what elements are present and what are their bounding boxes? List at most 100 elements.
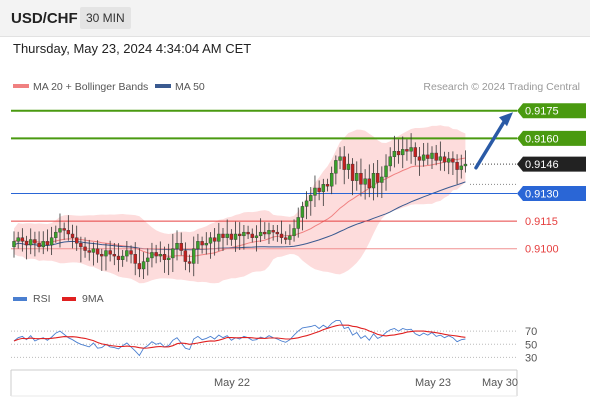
candle-body — [116, 255, 121, 260]
candle-body — [54, 231, 58, 238]
level-tag-0.9115: 0.9115 — [525, 216, 558, 228]
candle-body — [296, 217, 300, 229]
ma9-legend-swatch — [62, 297, 76, 301]
ma20-legend-label: MA 20 + Bollinger Bands — [33, 81, 148, 93]
level-tag-bg-0.9175 — [517, 103, 586, 119]
header-bar: USD/CHF 30 MIN — [0, 0, 590, 37]
level-tag-0.9130: 0.9130 — [525, 189, 559, 201]
candle-body — [91, 248, 96, 253]
candle-body — [70, 233, 75, 238]
candle-body — [396, 150, 401, 156]
candle-body — [434, 152, 438, 161]
candle-body — [62, 228, 66, 231]
candle-body — [317, 187, 321, 192]
candle-body — [229, 233, 234, 240]
ma50-legend-label: MA 50 — [175, 81, 205, 93]
candle-body — [95, 248, 100, 255]
forecast-arrow-head — [499, 112, 513, 127]
candle-body — [204, 242, 208, 246]
candle-body — [179, 242, 183, 251]
forecast-arrow — [474, 112, 513, 170]
candle-body — [409, 147, 413, 152]
candle-body — [79, 242, 83, 248]
candle-body — [254, 235, 259, 238]
candle-body — [183, 250, 188, 262]
candle-body — [451, 158, 455, 163]
candle-body — [171, 248, 175, 259]
candle-body — [233, 233, 238, 240]
candle-body — [104, 250, 108, 257]
candle-body — [200, 241, 204, 246]
candle-body — [321, 184, 326, 192]
candle-body — [375, 173, 380, 183]
candle-body — [221, 233, 225, 238]
candle-body — [430, 152, 434, 159]
ma20-legend-swatch — [13, 84, 29, 88]
level-tag-bg-0.9160 — [517, 130, 586, 146]
candle-body — [363, 178, 367, 185]
chart-datetime: Thursday, May 23, 2024 4:34:04 AM CET — [13, 41, 252, 56]
candle-body — [12, 241, 16, 248]
candle-body — [279, 233, 284, 238]
candle-body — [120, 255, 125, 260]
candle-body — [162, 254, 167, 260]
candle-body — [175, 242, 179, 249]
candle-body — [41, 241, 45, 248]
candle-body — [413, 147, 417, 157]
candle-body — [442, 156, 447, 163]
candle-body — [141, 261, 146, 270]
rsi-legend-swatch — [13, 297, 27, 301]
candle-body — [392, 150, 397, 157]
candle-body — [292, 228, 296, 237]
candle-body — [421, 154, 426, 161]
candle-body — [238, 233, 242, 237]
candle-body — [24, 241, 29, 246]
candle-body — [87, 250, 91, 253]
bollinger-bands — [14, 125, 466, 284]
candle-body — [45, 241, 50, 246]
candle-body — [367, 178, 371, 189]
candle-body — [129, 250, 133, 255]
candle-body — [380, 176, 384, 183]
candle-body — [405, 149, 409, 152]
candle-body — [284, 237, 288, 240]
candle-body — [217, 233, 221, 242]
candle-body — [16, 237, 20, 242]
candle-body — [20, 237, 25, 242]
candle-body — [58, 228, 62, 233]
candle-body — [463, 163, 468, 167]
level-tag-0.9100: 0.9100 — [525, 244, 559, 256]
candle-body — [350, 163, 355, 181]
candle-body — [242, 231, 246, 237]
candle-body — [355, 173, 359, 181]
candle-body — [258, 231, 263, 237]
price-levels — [11, 109, 517, 250]
candle-body — [401, 149, 405, 156]
candle-body — [447, 158, 451, 163]
candle-body — [417, 156, 422, 161]
candle-body — [225, 233, 229, 238]
level-tag-0.9175: 0.9175 — [525, 106, 559, 118]
candle-body — [384, 165, 388, 178]
x-tick-label-may23: May 23 — [415, 377, 451, 389]
candle-body — [146, 257, 150, 262]
candle-body — [325, 184, 330, 187]
candle-body — [192, 248, 196, 264]
candle-body — [359, 173, 363, 185]
candle-body — [125, 250, 129, 257]
candle-body — [455, 162, 459, 170]
candle-body — [275, 231, 280, 235]
candle-body — [108, 250, 112, 255]
candle-body — [288, 235, 292, 240]
rsi-ma-line — [13, 324, 466, 349]
candle-body — [342, 156, 346, 170]
candle-body — [426, 154, 430, 159]
interval-badge[interactable]: 30 MIN — [80, 7, 131, 29]
candle-body — [196, 241, 200, 249]
candle-body — [300, 206, 305, 218]
candle-body — [83, 246, 87, 251]
candle-body — [250, 233, 254, 238]
